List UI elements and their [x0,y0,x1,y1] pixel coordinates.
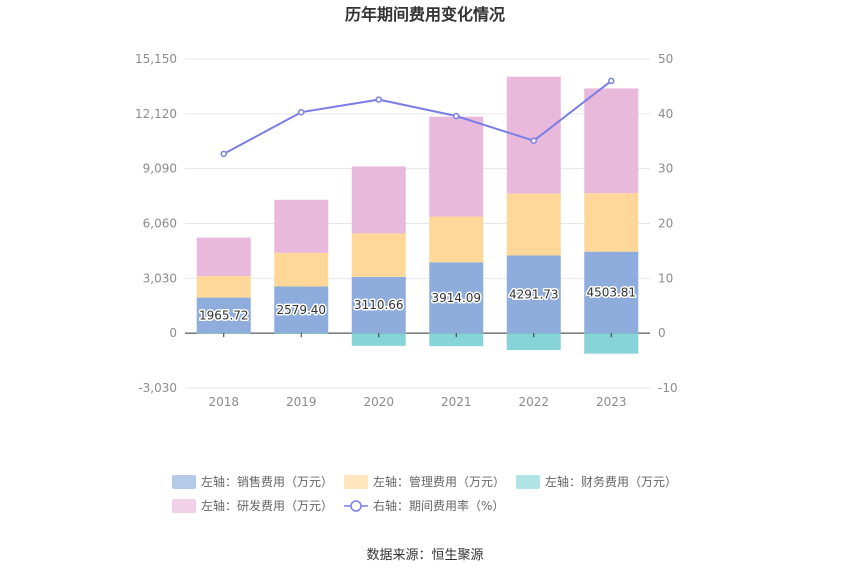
left-tick-label: 9,090 [143,162,177,176]
bar-series-3-2020[interactable] [351,166,406,234]
legend-item-3[interactable]: 左轴：研发费用（万元） [172,498,333,513]
bar-series-2-2022[interactable] [506,333,561,350]
bars [196,76,639,354]
bar-series-0-2018[interactable] [196,297,251,334]
rate-point-2019[interactable] [298,108,305,116]
right-tick-label: 40 [658,107,673,121]
chart-title: 历年期间费用变化情况 [345,5,505,24]
right-tick-label: 10 [658,271,673,285]
left-tick-label: 3,030 [143,271,177,285]
right-tick-label: -10 [658,381,678,395]
legend-circle-marker [350,500,362,512]
bar-series-1-2018[interactable] [196,276,251,298]
bar-series-1-2019[interactable] [274,252,329,287]
right-tick-label: 30 [658,162,673,176]
left-tick-label: -3,030 [138,381,177,395]
legend-label: 左轴：研发费用（万元） [201,498,333,513]
grid [185,58,650,389]
bar-series-1-2022[interactable] [506,193,561,256]
left-tick-label: 15,150 [135,52,177,66]
legend-label: 左轴：财务费用（万元） [545,474,677,489]
data-label-2021: 3914.09 [431,291,481,305]
rate-point-2022[interactable] [530,137,537,144]
rate-point-2023[interactable] [608,77,615,85]
bar-series-0-2023[interactable] [584,251,639,334]
legend-item-4[interactable]: 右轴：期间费用率（%） [344,498,504,513]
bar-series-2-2020[interactable] [351,333,406,346]
bar-series-3-2023[interactable] [584,88,639,194]
data-label-2020: 3110.66 [354,298,404,312]
legend-label: 左轴：管理费用（万元） [373,474,505,489]
left-tick-label: 12,120 [135,107,177,121]
bar-series-1-2020[interactable] [351,233,406,277]
legend-swatch [172,499,196,513]
bar-series-0-2022[interactable] [506,255,561,334]
x-tick-label: 2022 [518,395,549,409]
legend-item-0[interactable]: 左轴：销售费用（万元） [172,474,333,489]
data-label-2023: 4503.81 [586,285,636,299]
x-axis: 2018 2019 2020 2021 2022 2023 [208,333,627,409]
bar-labels: 1965.72 2579.40 3110.66 3914.09 4291.73 4503.… [197,284,637,324]
data-label-2018: 1965.72 [199,308,249,322]
legend-item-2[interactable]: 左轴：财务费用（万元） [516,474,677,489]
rate-point-2018[interactable] [220,150,227,158]
rate-point-2020[interactable] [375,96,382,103]
left-axis: -3,030 0 3,030 6,060 9,090 12,120 15,150 [135,52,177,395]
bar-series-1-2021[interactable] [429,216,484,263]
data-label-2022: 4291.73 [509,287,559,301]
legend-item-1[interactable]: 左轴：管理费用（万元） [344,474,505,489]
bar-series-3-2019[interactable] [274,199,329,253]
right-tick-label: 20 [658,217,673,231]
x-tick-label: 2018 [208,395,239,409]
bar-series-2-2021[interactable] [429,333,484,347]
x-tick-label: 2020 [363,395,394,409]
legend-label: 左轴：销售费用（万元） [201,474,333,489]
bar-series-2-2023[interactable] [584,333,639,354]
legend-label: 右轴：期间费用率（%） [373,498,504,513]
x-tick-label: 2019 [286,395,317,409]
bar-series-0-2019[interactable] [274,286,329,334]
rate-point-2021[interactable] [453,112,460,120]
legend-swatch [344,475,368,489]
legend-swatch [516,475,540,489]
legend[interactable]: 左轴：销售费用（万元） 左轴：管理费用（万元） 左轴：财务费用（万元） 左轴：研发费用… [172,474,677,513]
source-note: 数据来源：恒生聚源 [366,548,483,563]
x-tick-label: 2021 [441,395,472,409]
legend-swatch [172,475,196,489]
x-tick-label: 2023 [596,395,627,409]
bar-series-3-2018[interactable] [196,237,251,277]
data-label-2019: 2579.40 [276,303,326,317]
bar-series-0-2020[interactable] [351,276,406,334]
bar-series-3-2021[interactable] [429,116,484,217]
line-series [220,77,615,158]
right-tick-label: 50 [658,52,673,66]
left-tick-label: 6,060 [143,217,177,231]
right-tick-label: 0 [658,326,666,340]
right-axis: -10 0 10 20 30 40 50 [658,52,678,395]
bar-series-0-2021[interactable] [429,262,484,334]
bar-series-1-2023[interactable] [584,193,639,252]
left-tick-label: 0 [169,326,177,340]
rate-line [223,80,612,155]
